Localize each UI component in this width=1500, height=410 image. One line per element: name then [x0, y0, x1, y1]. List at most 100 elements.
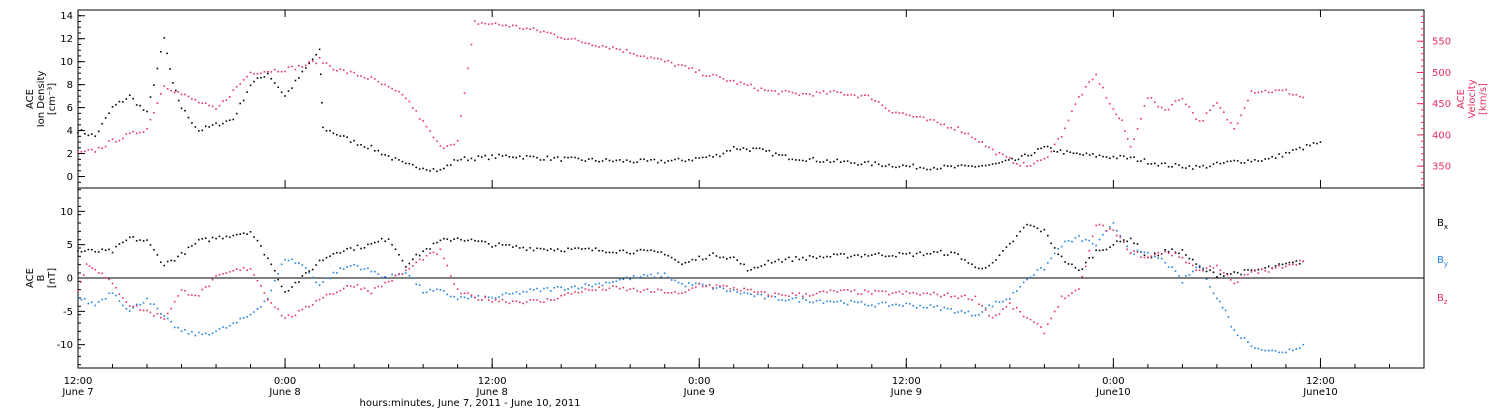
data-point	[211, 105, 214, 108]
data-point	[846, 303, 849, 306]
data-point	[601, 288, 604, 291]
data-point	[201, 288, 204, 291]
data-point	[380, 153, 383, 156]
data-point	[1267, 91, 1270, 94]
data-point	[1033, 321, 1035, 323]
data-point	[1147, 251, 1149, 254]
data-point	[1102, 86, 1104, 89]
data-point	[415, 110, 418, 112]
data-point	[726, 257, 728, 260]
data-point	[984, 307, 987, 309]
data-point	[943, 294, 946, 296]
data-point	[1150, 163, 1153, 165]
data-point	[311, 60, 314, 62]
data-point	[819, 290, 821, 293]
data-point	[398, 253, 400, 256]
data-point	[784, 154, 787, 157]
data-point	[501, 293, 504, 296]
data-point	[1053, 252, 1056, 255]
data-point	[1091, 242, 1094, 245]
data-point	[1140, 250, 1142, 253]
data-point	[1285, 262, 1287, 265]
data-point	[498, 242, 500, 245]
data-point	[367, 147, 369, 150]
data-point	[784, 299, 787, 302]
data-point	[867, 160, 870, 163]
data-point	[605, 281, 607, 284]
data-point	[681, 282, 683, 285]
data-point	[273, 68, 276, 71]
data-point	[722, 152, 725, 155]
data-point	[118, 293, 121, 295]
data-point	[87, 302, 90, 305]
y-tick-label: 6	[67, 103, 73, 114]
data-point	[1243, 274, 1246, 276]
data-point	[125, 307, 128, 310]
data-point	[77, 297, 79, 299]
data-point	[94, 151, 97, 153]
data-point	[377, 285, 380, 288]
data-point	[884, 107, 887, 110]
data-point	[574, 247, 576, 250]
data-point	[422, 259, 424, 261]
data-point	[619, 48, 621, 51]
data-point	[919, 115, 921, 118]
data-point	[726, 150, 728, 152]
data-point	[94, 135, 97, 137]
data-point	[584, 160, 587, 162]
data-point	[829, 289, 832, 292]
data-point	[408, 262, 411, 265]
data-point	[643, 55, 645, 57]
data-point	[439, 248, 442, 251]
data-point	[1047, 234, 1049, 237]
data-point	[1091, 256, 1094, 259]
data-point	[291, 258, 293, 261]
data-point	[1047, 156, 1049, 158]
data-point	[474, 239, 476, 242]
data-point	[594, 160, 597, 162]
data-point	[160, 50, 162, 53]
data-point	[1017, 158, 1020, 161]
data-point	[691, 67, 694, 69]
data-point	[525, 249, 528, 251]
data-point	[619, 159, 621, 161]
data-point	[166, 260, 169, 263]
data-point	[677, 281, 680, 284]
data-point	[1160, 106, 1163, 109]
data-point	[208, 126, 210, 128]
data-point	[235, 321, 238, 324]
data-point	[784, 258, 787, 261]
data-point	[567, 292, 569, 294]
data-point	[1212, 267, 1215, 269]
data-point	[943, 306, 946, 309]
data-point	[808, 295, 811, 297]
data-point	[239, 317, 242, 320]
x-tick-label-time: 12:00	[478, 376, 507, 387]
data-point	[650, 291, 652, 293]
data-point	[135, 132, 138, 135]
data-point	[384, 276, 386, 278]
data-point	[563, 289, 566, 291]
data-point	[929, 118, 932, 121]
x-axis-title: hours:minutes, June 7, 2011 - June 10, 2…	[360, 398, 581, 409]
data-point	[232, 322, 235, 325]
data-point	[791, 292, 794, 295]
data-point	[1060, 255, 1063, 258]
data-point	[822, 256, 825, 259]
data-point	[1250, 345, 1253, 347]
data-point	[111, 282, 114, 285]
data-point	[1057, 137, 1059, 140]
data-point	[208, 240, 210, 243]
data-point	[1053, 150, 1055, 153]
data-point	[836, 291, 839, 293]
data-point	[505, 301, 507, 303]
data-point	[1116, 229, 1118, 232]
data-point	[1209, 109, 1211, 111]
data-point	[267, 72, 269, 75]
data-point	[1109, 157, 1111, 159]
data-point	[329, 293, 331, 295]
data-point	[197, 101, 200, 104]
data-point	[108, 292, 110, 295]
data-point	[1066, 150, 1068, 152]
data-point	[477, 155, 480, 157]
